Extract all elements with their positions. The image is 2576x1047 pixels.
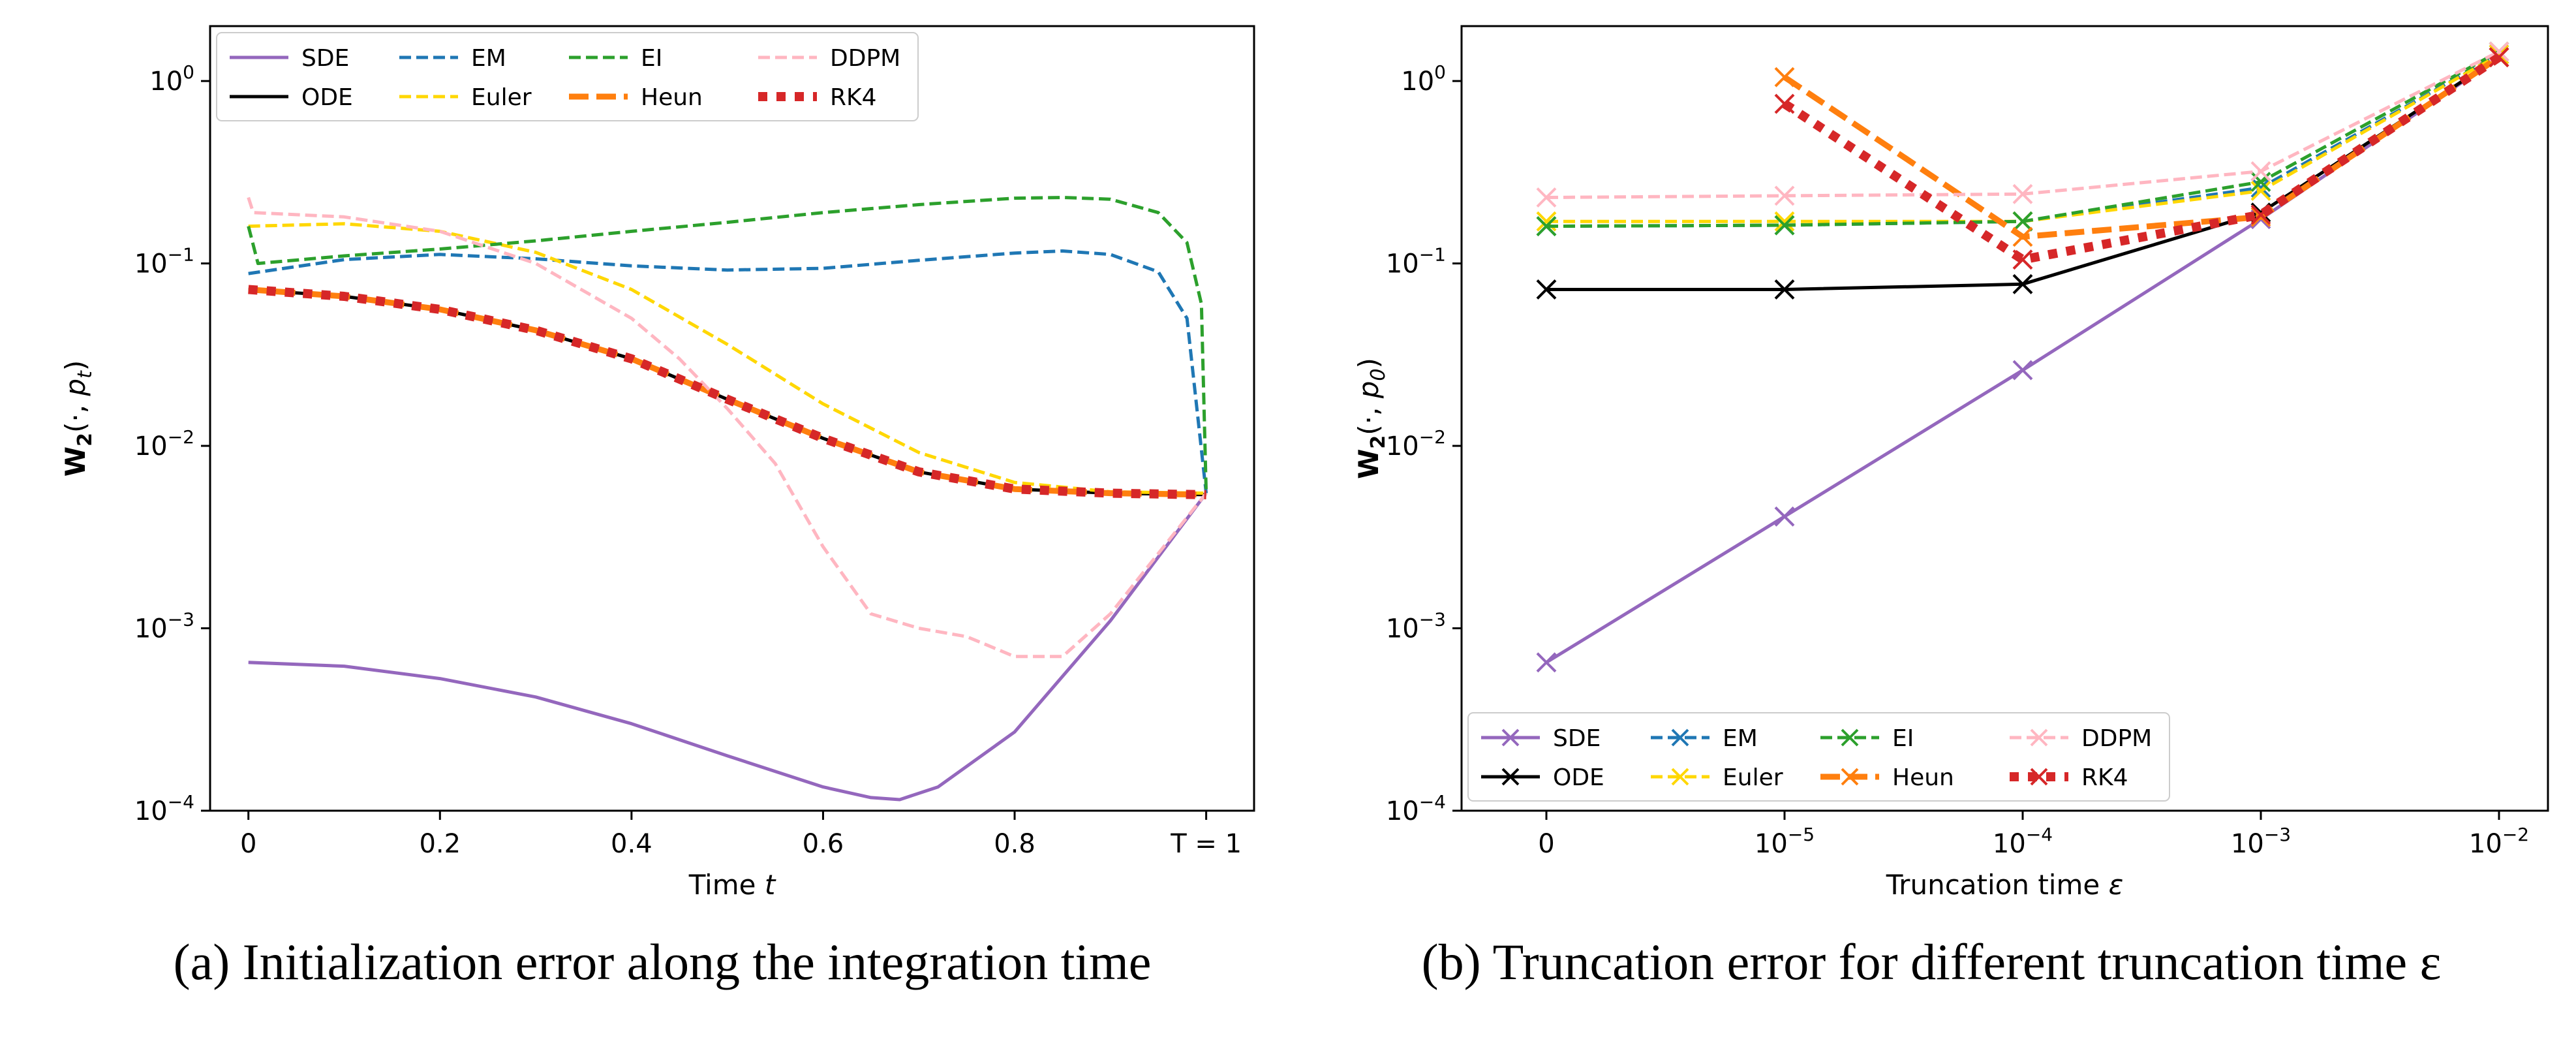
legend-label-ddpm: DDPM [830, 45, 900, 72]
point-ddpm [2250, 161, 2271, 181]
series-sde [248, 492, 1208, 802]
caption-a: (a) Initialization error along the integ… [174, 933, 1152, 990]
point-rk4 [2250, 204, 2271, 225]
y-tick-label: 10−2 [134, 426, 194, 461]
series-heun [248, 287, 1206, 498]
legend: SDE ODE EM Euler EI Heun DDPM RK4 [1467, 712, 2170, 802]
series-ddpm [1546, 50, 2500, 199]
legend-label-rk4: RK4 [830, 84, 877, 111]
legend-box [1467, 712, 2170, 802]
series-em [1546, 53, 2500, 228]
y-tick-label: 10−4 [134, 791, 194, 826]
legend-label-ei: EI [1892, 725, 1914, 752]
series-ddpm [247, 196, 1208, 659]
legend-marker-rk4 [2030, 768, 2048, 786]
legend-label-rk4: RK4 [2081, 764, 2128, 791]
x-tick-label: 0 [240, 829, 256, 859]
y-tick-label: 10−1 [1386, 244, 1446, 279]
legend-label-em: EM [471, 45, 506, 72]
point-euler [1774, 211, 1795, 232]
y-tick-label: 10−3 [1386, 609, 1446, 644]
legend-label-sde: SDE [1553, 725, 1601, 752]
x-tick-label: 10−5 [1755, 824, 1815, 859]
x-axis-label: Time t [688, 869, 776, 901]
legend-marker-ei [1841, 728, 1859, 747]
x-tick-label: T = 1 [1170, 829, 1242, 859]
legend-marker-heun [1841, 768, 1859, 786]
point-rk4 [2489, 47, 2509, 68]
series-euler [248, 222, 1206, 495]
point-sde [2012, 360, 2033, 381]
x-tick-label: 0.6 [803, 829, 844, 859]
point-heun [1774, 67, 1795, 87]
legend-label-euler: Euler [471, 84, 532, 111]
series-rk4 [1782, 53, 2502, 264]
legend-label-euler: Euler [1723, 764, 1783, 791]
y-axis-label: W2(·, p0) [1353, 358, 1390, 479]
legend-box [216, 32, 919, 121]
series-ode [248, 288, 1206, 497]
x-tick-label: 10−4 [1993, 824, 2053, 859]
point-em [2250, 178, 2271, 198]
point-sde [1774, 506, 1795, 527]
x-tick-label: 0.4 [611, 829, 652, 859]
series-heun [1783, 54, 2501, 240]
point-euler [2250, 180, 2271, 201]
legend-label-heun: Heun [1892, 764, 1954, 791]
x-tick-label: 0.8 [994, 829, 1035, 859]
point-ei [2012, 211, 2033, 232]
legend-marker-ddpm [2030, 728, 2048, 747]
point-ddpm [1774, 185, 1795, 206]
y-axis-label: W2(·, pt) [59, 360, 97, 477]
point-heun [2012, 227, 2033, 247]
plot-frame [1460, 25, 2549, 812]
series-ei [247, 196, 1208, 493]
point-ode [1774, 279, 1795, 300]
legend-marker-euler [1671, 768, 1689, 786]
y-tick-label: 10−2 [1386, 426, 1446, 461]
point-sde [1536, 652, 1557, 673]
chart-b: 0 10−5 10−4 10−3 10−2 100 10−1 10−2 10−3 10−4 Trun… [1353, 25, 2549, 901]
point-ei [1536, 216, 1557, 236]
x-tick-label: 0.2 [419, 829, 461, 859]
series-rk4 [248, 285, 1206, 499]
legend-marker-sde [1501, 728, 1520, 747]
legend-label-em: EM [1723, 725, 1758, 752]
series-em [248, 249, 1208, 493]
legend-label-ode: ODE [1553, 764, 1604, 791]
point-rk4 [2012, 249, 2033, 270]
legend-marker-ode [1501, 768, 1520, 786]
y-tick-label: 10−4 [1386, 791, 1446, 826]
chart-a: 0 0.2 0.4 0.6 0.8 T = 1 100 10−1 10−2 10−3 10−4 Tim… [59, 25, 1255, 901]
point-rk4 [1774, 93, 1795, 114]
caption-b: (b) Truncation error for different trunc… [1422, 933, 2442, 990]
legend-label-sde: SDE [301, 45, 349, 72]
legend-label-ei: EI [641, 45, 662, 72]
x-tick-label: 10−3 [2231, 824, 2291, 859]
x-tick-label: 10−2 [2469, 824, 2529, 859]
point-ddpm [1536, 187, 1557, 208]
y-tick-label: 10−1 [134, 244, 194, 279]
legend-label-heun: Heun [641, 84, 703, 111]
legend-label-ddpm: DDPM [2081, 725, 2152, 752]
legend-label-ode: ODE [301, 84, 353, 111]
point-ei [1774, 215, 1795, 236]
legend: SDE ODE EM Euler EI Heun DDPM RK4 [216, 32, 919, 121]
point-ode [2012, 273, 2033, 294]
plot-frame [209, 25, 1255, 812]
y-tick-label: 100 [149, 61, 194, 97]
y-tick-label: 10−3 [134, 609, 194, 644]
point-ode [1536, 279, 1557, 300]
legend-marker-em [1671, 728, 1689, 747]
y-tick-label: 100 [1401, 61, 1446, 97]
x-axis-label: Truncation time ε [1886, 869, 2124, 901]
point-ddpm [2012, 183, 2033, 204]
x-tick-label: 0 [1538, 829, 1554, 859]
series-ei [1546, 50, 2500, 228]
